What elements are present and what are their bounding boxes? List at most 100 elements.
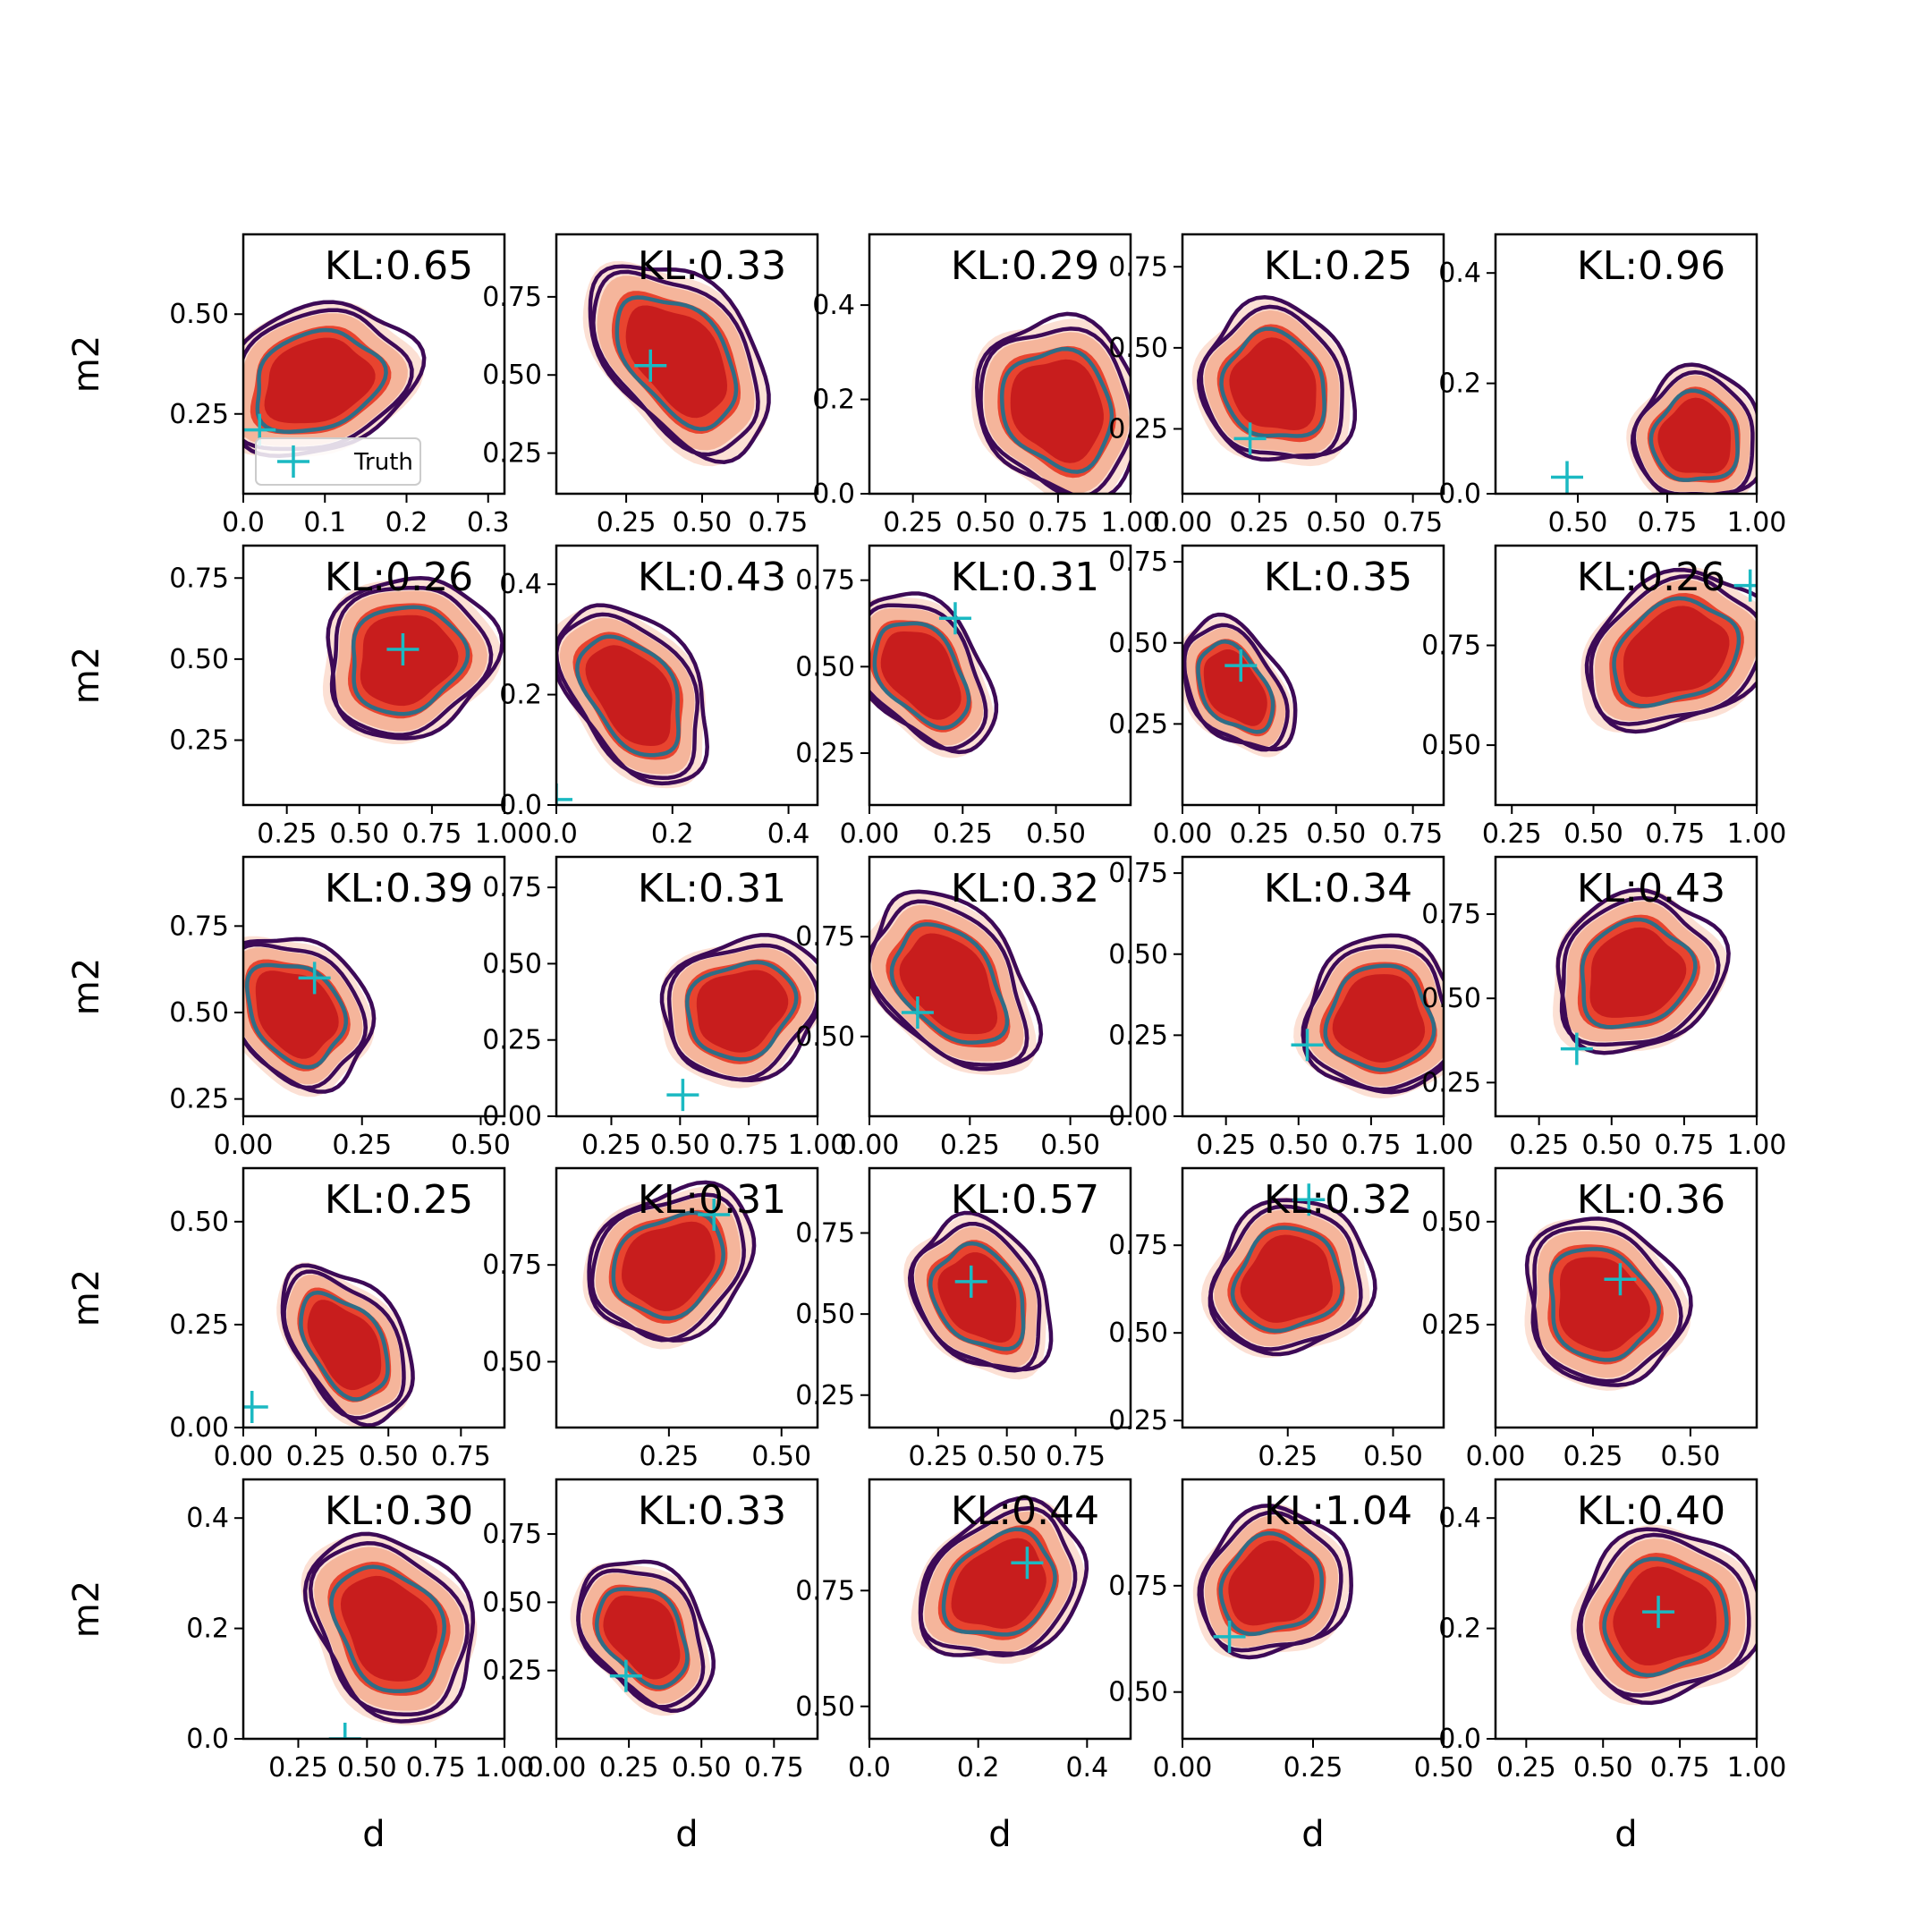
x-tick-label: 0.25 <box>908 1441 968 1472</box>
x-tick-label: 0.2 <box>651 818 694 850</box>
y-tick-label: 0.4 <box>186 1503 229 1534</box>
contour-outer-b <box>1208 1204 1363 1352</box>
y-tick-label: 0.4 <box>812 290 855 321</box>
x-tick-label: 0.50 <box>329 818 389 850</box>
truth-marker <box>1291 1029 1324 1062</box>
x-tick-label: 0.50 <box>672 1752 732 1784</box>
density-fill-core <box>307 1300 382 1391</box>
contour-inner <box>872 621 971 731</box>
y-tick-label: 0.75 <box>169 563 229 594</box>
subplot-21: 0.25 0.50 0.75 1.00 0.0 0.2 0.4 KL:0.30 m2 d <box>66 1478 534 1855</box>
x-tick-label: 0.50 <box>337 1752 397 1784</box>
contour-outer-a <box>975 311 1131 494</box>
contour-outer-a <box>1630 362 1757 494</box>
y-tick-label: 0.75 <box>1421 631 1481 662</box>
truth-marker <box>666 1079 699 1112</box>
contour-outer-b <box>308 1541 470 1717</box>
x-tick-label: 0.4 <box>1065 1752 1108 1784</box>
density-contours <box>301 1531 478 1739</box>
density-contours <box>243 936 377 1097</box>
contour-outer-b <box>919 1505 1078 1657</box>
contour-inner <box>1196 640 1275 734</box>
y-tick-label: 0.0 <box>499 790 542 821</box>
axes-frame <box>555 855 819 1118</box>
truth-marker <box>609 1659 642 1692</box>
y-tick-label: 0.50 <box>169 644 229 675</box>
contour-outer-a <box>576 1559 716 1713</box>
y-axis-label: m2 <box>66 1580 107 1638</box>
contour-outer-b <box>589 1192 746 1343</box>
axes-frame <box>868 855 1132 1118</box>
legend-truth-marker <box>277 445 309 478</box>
contour-inner <box>299 1290 390 1402</box>
x-tick-label: 0.25 <box>940 1130 1000 1161</box>
y-tick-label: 0.25 <box>482 438 542 470</box>
y-tick-label: 0.25 <box>169 1084 229 1115</box>
x-tick-label: 0.00 <box>1153 818 1213 850</box>
x-tick-label: 1.00 <box>788 1130 848 1161</box>
y-tick-label: 0.50 <box>1421 730 1481 761</box>
x-tick-label: 0.75 <box>1650 1752 1710 1784</box>
x-tick-label: 0.75 <box>1654 1130 1714 1161</box>
density-fill-core <box>622 1221 716 1311</box>
x-axis-label: d <box>1614 1814 1637 1855</box>
x-tick-label: 0.00 <box>1153 1752 1213 1784</box>
density-fill-core <box>585 645 673 746</box>
y-tick-label: 0.4 <box>1438 258 1481 289</box>
density-contours <box>869 889 1044 1075</box>
x-tick-label: 0.25 <box>286 1441 346 1472</box>
y-tick-label: 0.50 <box>482 948 542 979</box>
contour-outer-b <box>1589 573 1757 726</box>
y-tick-label: 0.50 <box>1108 628 1168 659</box>
x-tick-label: 0.50 <box>1414 1752 1474 1784</box>
axes-frame <box>242 544 506 807</box>
axes-frame <box>1494 855 1758 1118</box>
contour-outer-b <box>576 1568 706 1709</box>
density-fill-core <box>1613 1566 1717 1665</box>
contour-inner <box>685 960 799 1062</box>
y-tick-label: 0.75 <box>795 921 855 953</box>
x-tick-label: 0.3 <box>467 507 510 538</box>
subplot-1: 0.0 0.1 0.2 0.3 0.25 0.50 KL:0.65 Truth m2 <box>66 233 510 538</box>
truth-marker <box>1224 649 1258 682</box>
kl-title: KL:0.40 <box>1577 1488 1725 1534</box>
density-contours <box>243 300 427 459</box>
x-tick-label: 0.50 <box>650 1130 710 1161</box>
y-tick-label: 0.25 <box>1108 1020 1168 1051</box>
contour-outer-b <box>1182 623 1290 752</box>
truth-marker <box>698 1198 731 1231</box>
x-tick-label: 0.0 <box>535 818 578 850</box>
contour-outer-b <box>282 1269 406 1420</box>
density-fill-core <box>625 305 727 419</box>
density-contours <box>970 311 1131 494</box>
x-tick-label: 1.00 <box>1727 818 1787 850</box>
contour-outer-a <box>869 889 1044 1072</box>
x-axis-label: d <box>1301 1814 1324 1855</box>
x-tick-label: 0.25 <box>1482 818 1542 850</box>
contour-outer-b <box>1199 304 1344 460</box>
density-fill-core <box>1203 649 1267 726</box>
y-tick-label: 0.50 <box>1108 1677 1168 1708</box>
subplot-15: 0.25 0.50 0.75 1.00 0.25 0.50 0.75 KL:0.43 <box>1421 855 1786 1161</box>
subplot-5: 0.50 0.75 1.00 0.0 0.2 0.4 KL:0.96 <box>1438 233 1786 538</box>
density-fill-core <box>899 933 998 1035</box>
contour-outer-a <box>1555 887 1731 1055</box>
y-tick-label: 0.50 <box>1108 333 1168 364</box>
subplot-16: 0.00 0.25 0.50 0.75 0.00 0.25 0.50 KL:0.25 m2 <box>66 1166 506 1472</box>
y-tick-label: 0.2 <box>1438 1614 1481 1645</box>
contour-inner <box>611 1210 725 1321</box>
x-tick-label: 0.75 <box>1028 507 1088 538</box>
x-tick-label: 0.25 <box>599 1752 659 1784</box>
contour-inner <box>928 1241 1026 1352</box>
density-fill-core <box>360 614 459 707</box>
truth-marker <box>954 1265 987 1298</box>
x-tick-label: 0.00 <box>1153 507 1213 538</box>
subplot-11: 0.00 0.25 0.50 0.25 0.50 0.75 KL:0.39 m2 <box>66 855 511 1161</box>
kl-title: KL:0.26 <box>325 555 473 600</box>
axes-frame <box>1181 544 1445 807</box>
y-tick-label: 0.75 <box>482 282 542 313</box>
y-tick-label: 0.50 <box>169 299 229 330</box>
x-tick-label: 0.00 <box>214 1441 274 1472</box>
